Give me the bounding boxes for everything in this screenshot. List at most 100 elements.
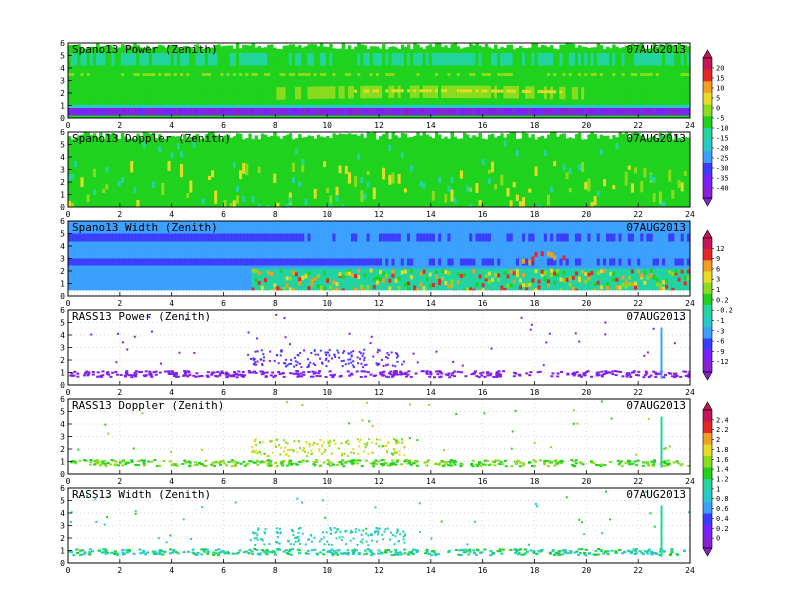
heatmap-cell: [335, 186, 339, 196]
heatmap-cell: [475, 233, 479, 242]
heatmap-cell: [422, 269, 426, 274]
heatmap-cell: [674, 46, 678, 118]
heatmap-cell: [68, 174, 72, 181]
heatmap-cell: [593, 268, 597, 291]
heatmap-cell: [114, 268, 119, 291]
heatmap-cell: [301, 158, 305, 165]
heatmap-cell: [211, 132, 215, 207]
scatter-point: [324, 351, 327, 354]
heatmap-cell: [354, 290, 358, 296]
heatmap-cell: [214, 108, 218, 116]
heatmap-cell: [338, 86, 342, 99]
heatmap-cell: [478, 233, 482, 242]
heatmap-cell: [472, 269, 476, 274]
colorbar-frame: [702, 237, 713, 373]
scatter-point: [89, 460, 93, 463]
heatmap-cell: [242, 44, 246, 118]
scatter-point: [577, 553, 581, 556]
heatmap-cell: [394, 47, 398, 118]
heatmap-cell: [680, 45, 685, 118]
heatmap-cell: [366, 132, 370, 207]
heatmap-cell: [540, 251, 544, 257]
scatter-point: [363, 443, 366, 446]
y-tick-label: 2: [60, 445, 65, 454]
scatter-point: [629, 551, 633, 554]
scatter-point: [369, 554, 373, 557]
heatmap-cell: [130, 138, 134, 207]
heatmap-cell: [403, 268, 408, 291]
heatmap-cell: [466, 185, 470, 192]
x-tick-label: 18: [530, 121, 540, 130]
scatter-point: [172, 548, 176, 551]
scatter-point: [396, 530, 399, 533]
heatmap-cell: [344, 108, 349, 116]
y-tick-label: 0: [60, 381, 65, 390]
heatmap-cell: [599, 290, 604, 296]
scatter-point: [70, 461, 74, 464]
scatter-point: [153, 459, 157, 462]
scatter-point: [628, 463, 632, 466]
scatter-point: [534, 460, 538, 463]
scatter-point: [518, 373, 522, 376]
scatter-point: [289, 372, 293, 375]
heatmap-cell: [562, 73, 566, 76]
heatmap-cell: [550, 258, 554, 266]
heatmap-cell: [344, 271, 348, 276]
heatmap-cell: [683, 73, 688, 76]
scatter-point: [264, 375, 268, 378]
heatmap-cell: [419, 47, 423, 118]
colorbar-swatch: [703, 93, 712, 105]
scatter-point: [675, 460, 679, 463]
scatter-point: [663, 462, 667, 465]
heatmap-cell: [354, 258, 358, 266]
heatmap-cell: [142, 53, 147, 66]
heatmap-cell: [422, 132, 426, 207]
scatter-point: [673, 342, 676, 345]
heatmap-cell: [189, 89, 193, 103]
heatmap-cell: [354, 287, 358, 292]
heatmap-cell: [211, 47, 215, 118]
heatmap-cell: [466, 258, 470, 266]
scatter-point: [676, 462, 680, 465]
scatter-point: [600, 370, 604, 373]
heatmap-cell: [310, 258, 314, 266]
heatmap-cell: [503, 73, 507, 76]
heatmap-cell: [270, 258, 274, 266]
heatmap-cell: [298, 73, 302, 76]
heatmap-cell: [145, 290, 150, 296]
heatmap-cell: [229, 202, 233, 207]
heatmap-cell: [133, 290, 137, 296]
heatmap-cell: [288, 87, 293, 100]
scatter-point: [518, 465, 522, 468]
heatmap-cell: [469, 268, 473, 291]
heatmap-cell: [229, 268, 234, 291]
scatter-point: [606, 553, 610, 556]
scatter-point: [174, 373, 178, 376]
heatmap-cell: [158, 290, 162, 296]
heatmap-cell: [630, 73, 635, 76]
scatter-point: [554, 551, 558, 554]
heatmap-cell: [158, 134, 162, 207]
scatter-point: [313, 442, 316, 445]
scatter-point: [99, 463, 103, 466]
heatmap-cell: [161, 258, 165, 266]
heatmap-cell: [323, 161, 327, 168]
heatmap-cell: [634, 45, 638, 118]
heatmap-cell: [360, 108, 364, 116]
scatter-point: [340, 442, 343, 445]
scatter-point: [334, 531, 337, 534]
heatmap-cell: [251, 196, 255, 203]
scatter-point: [606, 550, 610, 553]
heatmap-cell: [183, 268, 187, 291]
scatter-point: [341, 536, 344, 539]
heatmap-cell: [472, 290, 476, 296]
heatmap-cell: [472, 45, 476, 118]
heatmap-cell: [649, 137, 653, 207]
scatter-point: [386, 351, 389, 354]
panel-data: [68, 399, 690, 474]
heatmap-cell: [260, 108, 265, 116]
heatmap-cell: [285, 276, 289, 281]
heatmap-cell: [466, 53, 470, 66]
scatter-point: [390, 375, 394, 378]
